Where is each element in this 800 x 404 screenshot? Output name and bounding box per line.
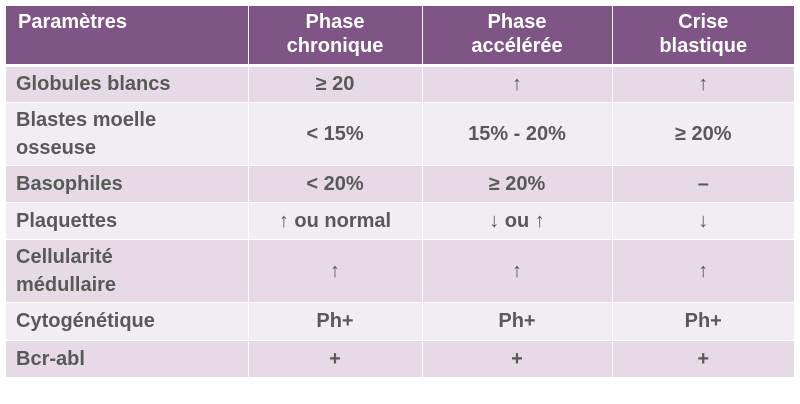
row-label: Globules blancs xyxy=(6,65,249,103)
cell-chronique: ≥ 20 xyxy=(248,65,423,103)
cell-blastique: + xyxy=(612,340,794,378)
table-row-cellularite: Cellularité médullaire ↑ ↑ ↑ xyxy=(6,239,794,303)
header-phase-chronique-line2: chronique xyxy=(286,35,384,57)
header-crise-blastique-line1: Crise xyxy=(678,11,729,33)
cell-acceleree: + xyxy=(422,340,613,378)
row-label: Cellularité médullaire xyxy=(6,239,249,303)
header-phase-acceleree-line1: Phase xyxy=(487,11,547,33)
table-row-blastes-moelle: Blastes moelle osseuse < 15% 15% - 20% ≥… xyxy=(6,102,794,166)
row-label: Bcr-abl xyxy=(6,340,249,378)
parameters-table: Paramètres Phase chronique Phase accélér… xyxy=(6,6,794,378)
cell-blastique: Ph+ xyxy=(612,302,794,341)
table-row-globules-blancs: Globules blancs ≥ 20 ↑ ↑ xyxy=(6,65,794,103)
cell-chronique: Ph+ xyxy=(248,302,423,341)
cell-blastique: ↓ xyxy=(612,202,794,240)
table-row-basophiles: Basophiles < 20% ≥ 20% – xyxy=(6,165,794,203)
header-phase-chronique: Phase chronique xyxy=(248,6,423,67)
header-phase-acceleree: Phase accélérée xyxy=(422,6,613,67)
cell-chronique: + xyxy=(248,340,423,378)
header-phase-chronique-line1: Phase xyxy=(305,11,365,33)
phase-comparison-table: Paramètres Phase chronique Phase accélér… xyxy=(6,6,794,398)
cell-acceleree: ≥ 20% xyxy=(422,165,613,203)
header-crise-blastique-line2: blastique xyxy=(659,35,748,57)
row-label: Cytogénétique xyxy=(6,302,249,341)
cell-blastique: – xyxy=(612,165,794,203)
header-parametres: Paramètres xyxy=(6,6,249,67)
cell-chronique: < 15% xyxy=(248,102,423,166)
cell-acceleree: ↓ ou ↑ xyxy=(422,202,613,240)
cell-acceleree: 15% - 20% xyxy=(422,102,613,166)
cell-blastique: ↑ xyxy=(612,65,794,103)
cell-chronique: < 20% xyxy=(248,165,423,203)
cell-blastique: ≥ 20% xyxy=(612,102,794,166)
row-label: Plaquettes xyxy=(6,202,249,240)
table-row-cytogenetique: Cytogénétique Ph+ Ph+ Ph+ xyxy=(6,302,794,341)
cell-chronique: ↑ xyxy=(248,239,423,303)
row-label-line1: Blastes moelle xyxy=(16,108,157,131)
row-label-line2: médullaire xyxy=(16,273,117,296)
cell-chronique: ↑ ou normal xyxy=(248,202,423,240)
table-row-bcr-abl: Bcr-abl + + + xyxy=(6,340,794,378)
row-label: Blastes moelle osseuse xyxy=(6,102,249,166)
row-label: Basophiles xyxy=(6,165,249,203)
row-label-line2: osseuse xyxy=(16,136,97,159)
cell-acceleree: ↑ xyxy=(422,239,613,303)
header-phase-acceleree-line2: accélérée xyxy=(471,35,563,57)
header-crise-blastique: Crise blastique xyxy=(612,6,794,67)
cell-acceleree: Ph+ xyxy=(422,302,613,341)
table-row-plaquettes: Plaquettes ↑ ou normal ↓ ou ↑ ↓ xyxy=(6,202,794,240)
row-label-line1: Cellularité xyxy=(16,245,113,268)
table-header-row: Paramètres Phase chronique Phase accélér… xyxy=(6,6,794,67)
cell-acceleree: ↑ xyxy=(422,65,613,103)
cell-blastique: ↑ xyxy=(612,239,794,303)
